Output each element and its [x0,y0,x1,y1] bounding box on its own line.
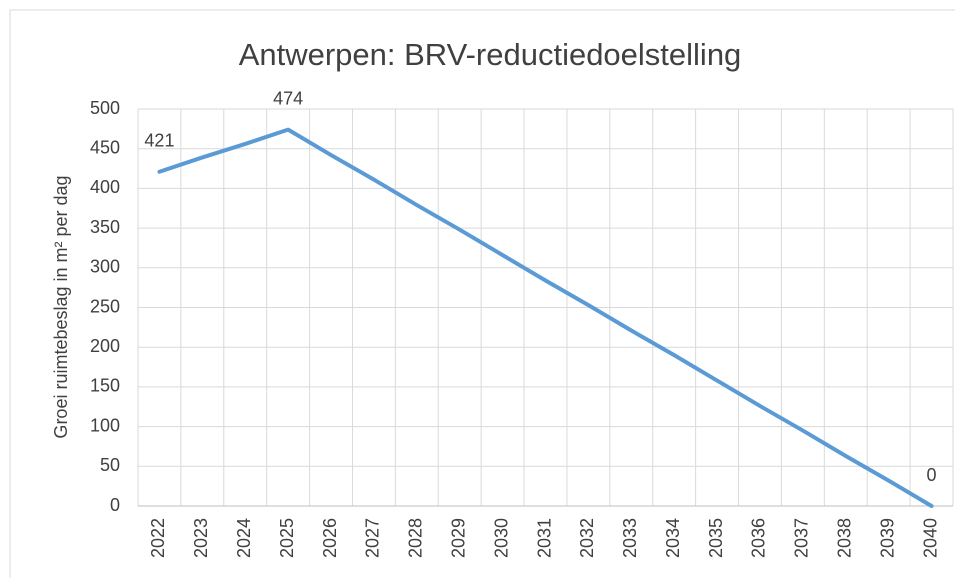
chart-border [9,9,955,578]
x-tick-label: 2038 [835,518,855,558]
y-tick-label: 150 [90,376,120,396]
x-tick-label: 2025 [277,518,297,558]
x-tick-label: 2033 [620,518,640,558]
y-tick-label: 400 [90,177,120,197]
y-tick-label: 250 [90,296,120,316]
y-tick-label: 0 [110,495,120,515]
x-tick-label: 2031 [534,518,554,558]
y-tick-label: 50 [100,455,120,475]
x-tick-label: 2037 [792,518,812,558]
x-tick-label: 2024 [234,518,254,558]
chart-title: Antwerpen: BRV-reductiedoelstelling [239,37,742,72]
y-tick-label: 100 [90,415,120,435]
line-series [157,127,934,508]
x-tick-label: 2028 [406,518,426,558]
y-tick-label: 200 [90,336,120,356]
x-tick-label: 2022 [148,518,168,558]
x-tick-label: 2030 [491,518,511,558]
x-tick-label: 2032 [577,518,597,558]
x-tick-label: 2039 [877,518,897,558]
y-tick-label: 350 [90,217,120,237]
data-label: 474 [273,88,303,108]
x-tick-label: 2034 [663,518,683,558]
x-tick-label: 2023 [191,518,211,558]
x-tick-label: 2040 [920,518,940,558]
x-tick-label: 2026 [320,518,340,558]
x-tick-label: 2036 [749,518,769,558]
x-tick-label: 2027 [363,518,383,558]
x-tick-label: 2029 [448,518,468,558]
y-tick-label: 500 [90,98,120,118]
x-tick-label: 2035 [706,518,726,558]
data-label: 421 [144,130,174,150]
y-tick-label: 450 [90,137,120,157]
data-label: 0 [927,465,937,485]
y-tick-label: 300 [90,257,120,277]
y-axis-title: Groei ruimtebeslag in m² per dag [51,175,71,438]
